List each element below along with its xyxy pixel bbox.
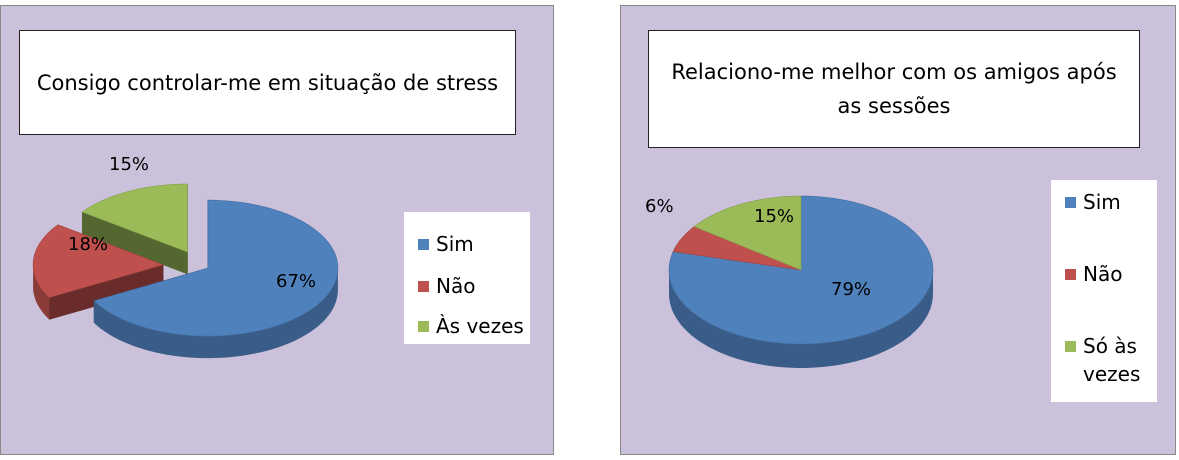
chart-title-text: Consigo controlar-me em situação de stre… xyxy=(36,70,499,95)
legend-swatch-icon xyxy=(418,321,429,332)
pie-slice-sim xyxy=(93,199,339,337)
chart-title-text: Relaciono-me melhor com os amigos após a… xyxy=(671,60,1117,118)
legend-label: Só às vezes xyxy=(1083,334,1141,386)
chart-title: Relaciono-me melhor com os amigos após a… xyxy=(648,30,1140,148)
legend-label: Às vezes xyxy=(436,314,524,338)
pie-chart-right: 79% 6% 15% xyxy=(645,195,934,368)
data-label: 18% xyxy=(68,234,108,255)
pie-slice-edge xyxy=(94,268,338,359)
legend-item-so-as-vezes: Só às vezes xyxy=(1065,332,1149,388)
chart-title: Consigo controlar-me em situação de stre… xyxy=(19,30,516,135)
data-label: 15% xyxy=(754,206,794,227)
legend-swatch-icon xyxy=(1065,197,1076,208)
pie-chart-left: 67% 18% 15% xyxy=(32,154,339,359)
legend-label: Não xyxy=(436,274,476,298)
data-label: 6% xyxy=(645,196,674,217)
chart-legend: Sim Não Às vezes xyxy=(404,212,530,344)
legend-label: Sim xyxy=(436,232,474,256)
legend-swatch-icon xyxy=(418,239,429,250)
chart-panel-right: Relaciono-me melhor com os amigos após a… xyxy=(620,5,1176,455)
pie-slice-n-o xyxy=(672,226,802,271)
legend-item-as-vezes: Às vezes xyxy=(418,312,524,340)
data-label: 79% xyxy=(831,279,871,300)
legend-label: Não xyxy=(1083,262,1123,286)
legend-item-nao: Não xyxy=(418,272,475,300)
legend-label: Sim xyxy=(1083,190,1121,214)
pie-slice-n-o xyxy=(32,224,165,298)
legend-swatch-icon xyxy=(1065,269,1076,280)
data-label: 15% xyxy=(109,154,149,175)
pie-slice-edge xyxy=(669,270,933,368)
legend-item-nao: Não xyxy=(1065,260,1122,288)
chart-panel-left: Consigo controlar-me em situação de stre… xyxy=(0,5,554,455)
legend-swatch-icon xyxy=(1065,341,1076,352)
legend-item-sim: Sim xyxy=(1065,188,1121,216)
legend-item-sim: Sim xyxy=(418,230,474,258)
pie-slice-edge xyxy=(33,264,50,320)
pie-slice-s-s-vezes xyxy=(693,195,802,271)
data-label: 67% xyxy=(276,271,316,292)
legend-swatch-icon xyxy=(418,281,429,292)
chart-legend: Sim Não Só às vezes xyxy=(1051,180,1157,402)
pie-slice--s-vezes xyxy=(81,183,188,253)
